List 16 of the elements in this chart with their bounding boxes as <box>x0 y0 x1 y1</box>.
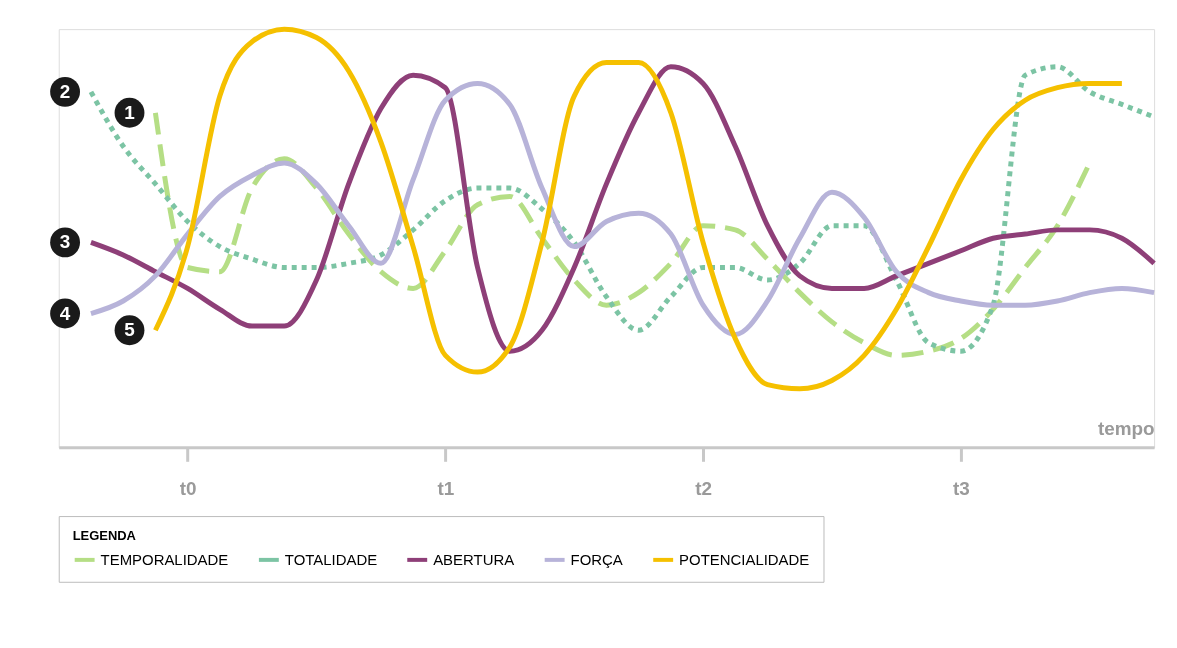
legend-label: ABERTURA <box>433 550 515 568</box>
legend-label: TEMPORALIDADE <box>100 550 229 568</box>
legend-title: LEGENDA <box>72 527 136 543</box>
legend-label: POTENCIALIDADE <box>679 550 810 568</box>
x-tick-label: t1 <box>437 477 455 499</box>
x-axis-title: tempo <box>1097 417 1155 439</box>
x-tick-label: t2 <box>695 477 712 499</box>
x-tick-label: t3 <box>952 477 970 499</box>
x-tick-label: t0 <box>179 477 197 499</box>
annotation: 1 <box>124 101 135 123</box>
annotation: 4 <box>59 302 71 324</box>
legend-label: FORÇA <box>570 550 623 568</box>
annotation: 3 <box>59 231 71 253</box>
legend-label: TOTALIDADE <box>284 550 378 568</box>
annotation: 5 <box>124 319 135 341</box>
annotation: 2 <box>59 80 71 102</box>
